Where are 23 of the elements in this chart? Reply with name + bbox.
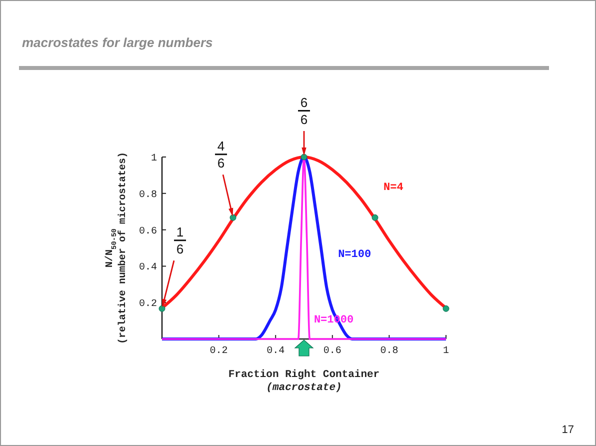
y-tick-label: 0.2: [138, 299, 157, 310]
x-tick-label: 0.2: [210, 346, 228, 357]
point: [230, 214, 236, 221]
text: 17: [562, 424, 574, 436]
annotation: 6 6: [300, 95, 308, 127]
y-tick-label: 0.4: [138, 262, 157, 274]
series-label: N=4: [384, 182, 404, 194]
x-axis-title: Fraction Right Container (macrostate): [228, 369, 380, 394]
x-tick-label: 0.8: [380, 346, 398, 357]
annotation: 1 6: [176, 224, 184, 257]
series-label: N=100: [338, 249, 372, 262]
point: [158, 305, 166, 312]
y-tick-label: 0.8: [138, 190, 157, 201]
point: [442, 305, 450, 312]
chart-title: macrostates for large numbers: [22, 35, 213, 50]
point: [300, 154, 308, 160]
x-tick-label: 0.6: [323, 346, 342, 357]
x-tick-label: 1: [442, 346, 450, 357]
x-tick-label: 0.4: [266, 346, 285, 357]
y-tick-label: 0.6: [138, 226, 157, 238]
annotation: 4 6: [217, 138, 225, 171]
point: [372, 214, 378, 221]
y-tick-label: 1: [150, 154, 157, 164]
